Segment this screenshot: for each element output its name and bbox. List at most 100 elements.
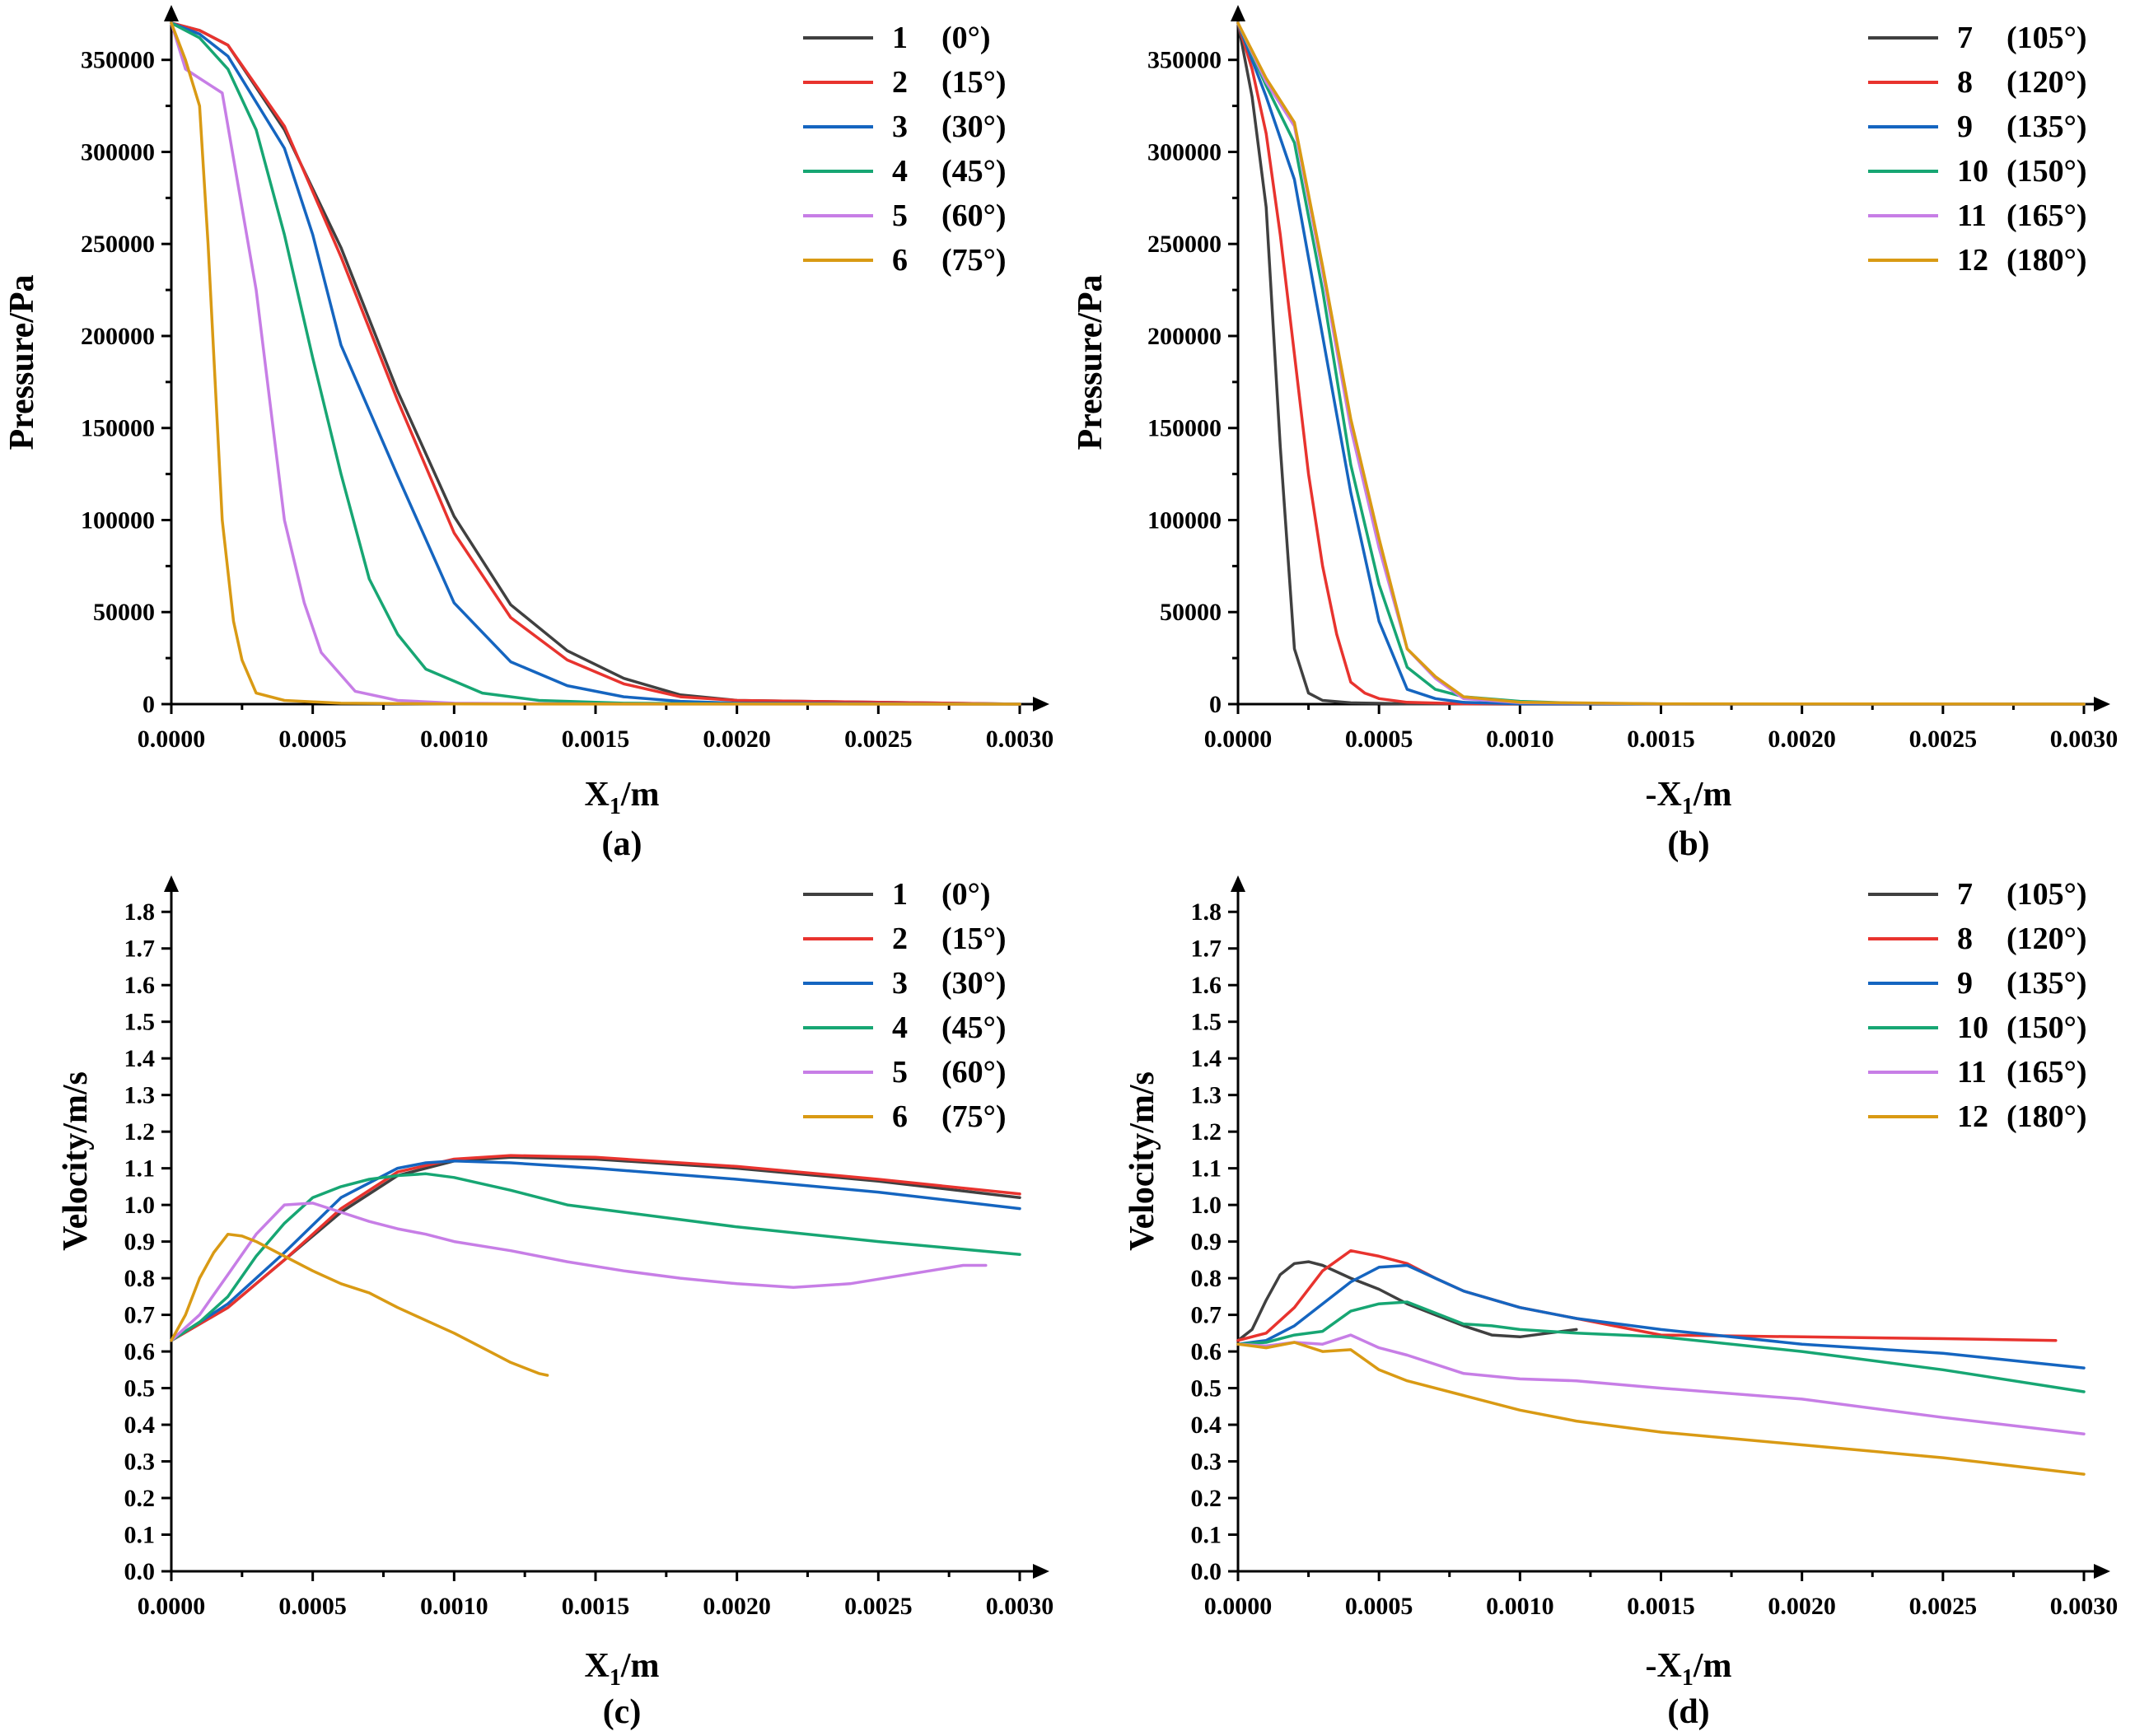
y-tick-label: 0.1 [1191,1522,1222,1549]
x-axis-title-unit: /m [620,1647,660,1685]
x-tick-label: 0.0005 [1345,1593,1413,1620]
legend-label-6: 6 [892,243,908,278]
y-tick-label: 0.8 [1191,1265,1222,1292]
y-tick-label: 1.5 [1191,1009,1222,1036]
x-axis-title: X1/m [585,776,660,819]
x-tick-label: 0.0010 [1486,726,1554,753]
x-axis-title-unit: /m [1693,776,1732,814]
series-line-3 [170,1160,1021,1342]
series-line-2 [170,1154,1021,1342]
legend-angle-4: (45°) [941,154,1007,189]
y-tick-label: 350000 [1147,47,1222,74]
x-axis-title-main: -X [1646,1647,1682,1685]
x-axis-title-sub: 1 [1682,1665,1694,1691]
series-line-6 [170,1232,549,1377]
y-tick-label: 0.6 [124,1338,156,1365]
y-axis-arrow [1231,875,1245,892]
x-tick-label: 0.0020 [1768,726,1836,753]
x-axis-title-unit: /m [620,776,660,814]
legend-angle-7: (105°) [2007,877,2087,912]
legend-angle-4: (45°) [941,1010,1007,1045]
x-tick-label: 0.0015 [1627,726,1695,753]
y-tick-label: 0 [142,691,155,718]
chart-panel-4: 0.0000 0.0005 0.0010 0.0015 0.0020 0.0025 0.00… [1124,875,2118,1731]
legend-label-4: 4 [892,154,908,189]
y-tick-label: 300000 [81,138,155,166]
x-tick-label: 0.0015 [562,1593,630,1620]
chart-panel-2: 0.0000 0.0005 0.0010 0.0015 0.0020 0.0025 0.00… [1072,5,2118,863]
series-line-3 [170,21,1021,706]
y-axis-title: Velocity/m/s [1124,1071,1161,1251]
x-tick-label: 0.0030 [2050,1593,2119,1620]
panel-label: (c) [603,1693,642,1731]
y-tick-label: 0.6 [1191,1338,1222,1365]
legend-label-9: 9 [1957,110,1973,144]
y-tick-label: 150000 [81,415,155,442]
y-tick-label: 0.7 [124,1302,156,1329]
series-line-4 [170,1172,1021,1342]
y-tick-label: 1.7 [124,936,156,963]
y-tick-label: 0.9 [124,1229,156,1256]
y-tick-label: 1.3 [1191,1082,1222,1109]
x-tick-label: 0.0020 [703,1593,771,1620]
y-tick-label: 0.3 [124,1449,156,1476]
x-tick-label: 0.0025 [844,726,913,753]
y-tick-label: 300000 [1147,138,1222,166]
legend-angle-12: (180°) [2007,1099,2087,1134]
x-tick-label: 0.0005 [1345,726,1413,753]
legend-label-2: 2 [892,65,908,100]
y-tick-label: 250000 [81,231,155,258]
x-tick-label: 0.0020 [703,726,771,753]
panel-label: (d) [1667,1693,1709,1731]
x-axis-title-unit: /m [1693,1647,1732,1685]
legend-angle-5: (60°) [941,1055,1007,1090]
legend-label-7: 7 [1957,21,1973,55]
x-tick-label: 0.0025 [1909,726,1978,753]
y-tick-label: 0.5 [1191,1375,1222,1402]
legend-label-9: 9 [1957,966,1973,1001]
x-tick-label: 0.0030 [986,726,1054,753]
x-tick-label: 0.0010 [420,1593,488,1620]
x-tick-label: 0.0000 [1204,1593,1273,1620]
y-tick-label: 0.0 [1191,1558,1222,1585]
series-line-7 [1236,1260,1578,1342]
y-tick-label: 0.8 [124,1265,156,1292]
series-line-10 [1236,1300,2086,1393]
x-axis-arrow [2094,697,2110,712]
x-axis-arrow [1033,1564,1049,1579]
legend-label-11: 11 [1957,198,1987,233]
y-tick-label: 0.2 [124,1485,156,1512]
y-tick-label: 0.7 [1191,1302,1222,1329]
legend-label-12: 12 [1957,1099,1988,1134]
x-axis-title: -X1/m [1646,1647,1732,1691]
x-tick-label: 0.0010 [420,726,488,753]
legend-angle-7: (105°) [2007,21,2087,55]
legend-angle-5: (60°) [941,198,1007,233]
legend-angle-1: (0°) [941,21,991,55]
y-tick-label: 50000 [93,599,155,626]
chart-panel-3: 0.0000 0.0005 0.0010 0.0015 0.0020 0.0025 0.00… [57,875,1053,1731]
legend-angle-3: (30°) [941,110,1007,144]
y-tick-label: 150000 [1147,415,1222,442]
x-tick-label: 0.0015 [562,726,630,753]
y-tick-label: 0.3 [1191,1449,1222,1476]
y-tick-label: 0.5 [124,1375,156,1402]
x-tick-label: 0.0030 [986,1593,1054,1620]
legend-label-1: 1 [892,21,908,55]
y-tick-label: 1.1 [1191,1155,1222,1183]
legend-label-5: 5 [892,198,908,233]
y-tick-label: 0 [1209,691,1222,718]
y-axis-arrow [164,5,179,21]
y-tick-label: 0.4 [124,1412,156,1439]
x-axis-arrow [1033,697,1049,712]
x-axis-title: X1/m [585,1647,660,1691]
y-axis-title: Pressure/Pa [1072,274,1110,450]
x-axis-title-main: X [585,776,610,814]
legend-label-12: 12 [1957,243,1988,278]
legend-label-8: 8 [1957,65,1973,100]
legend-angle-3: (30°) [941,966,1007,1001]
y-tick-label: 1.1 [124,1155,156,1183]
x-tick-label: 0.0030 [2050,726,2119,753]
legend-label-5: 5 [892,1055,908,1090]
